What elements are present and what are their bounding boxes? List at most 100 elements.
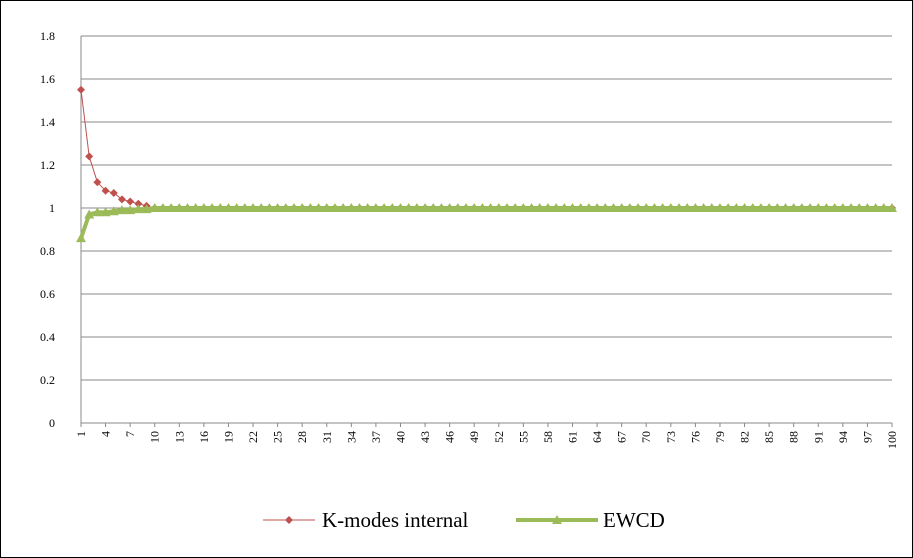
x-tick-label: 79 [713,431,727,443]
x-tick-label: 82 [738,431,752,443]
data-point [469,203,480,212]
x-tick-label: 37 [369,431,383,443]
data-point [485,203,496,212]
data-point [264,203,275,212]
data-point [682,203,693,212]
data-point [829,203,840,212]
x-tick-label: 40 [393,431,407,443]
data-point [796,203,807,212]
data-point [411,203,422,212]
data-point [133,204,144,214]
data-point [198,203,209,212]
data-point [420,203,431,212]
data-point [256,203,267,212]
data-point [870,203,881,212]
data-point [788,203,799,212]
data-point [510,203,521,212]
data-point [878,203,889,212]
x-tick-label: 43 [418,431,432,443]
y-tick-label: 1.2 [40,158,55,172]
data-point [77,85,85,94]
data-point [551,203,562,212]
data-point [125,205,136,215]
data-point [714,203,725,212]
data-point [477,203,488,212]
data-point [575,203,586,212]
data-point [126,197,135,206]
series-line [80,89,892,209]
y-tick-label: 0.6 [40,287,55,301]
data-point [674,203,685,212]
data-point [772,203,783,212]
x-tick-label: 4 [99,431,113,437]
data-point [313,203,324,212]
data-point [182,203,193,212]
data-point [649,203,660,212]
plot-area [76,85,897,243]
y-tick-label: 0.2 [40,373,55,387]
data-point [395,203,406,212]
data-point [780,203,791,212]
data-point [616,203,627,212]
data-point [379,203,390,212]
data-point [321,203,332,212]
x-tick-label: 88 [787,431,801,443]
data-point [452,203,463,212]
data-point [166,203,177,212]
data-point [288,203,299,212]
data-point [518,203,529,212]
x-tick-label: 55 [516,431,530,443]
data-point [706,203,717,212]
legend: K-modes internal EWCD [263,508,665,532]
data-point [657,203,668,212]
x-tick-label: 52 [492,431,506,443]
data-point [280,203,291,212]
data-point [862,203,873,212]
legend-marker [552,515,562,524]
x-tick-label: 31 [320,431,334,443]
data-point [747,203,758,212]
data-point [846,203,857,212]
data-point [887,203,897,212]
x-tick-label: 28 [295,431,309,443]
gridlines [80,35,892,424]
data-point [354,203,365,212]
data-point [444,203,455,212]
x-tick-label: 100 [885,431,899,449]
x-tick-label: 94 [836,431,850,443]
data-point [223,203,234,212]
data-point [207,203,218,212]
x-tick-label: 7 [123,431,137,437]
data-point [731,203,742,212]
series-k-modes-internal [77,85,896,212]
data-point [608,203,619,212]
x-tick-label: 73 [664,431,678,443]
x-tick-label: 19 [221,431,235,443]
data-point [493,203,504,212]
data-point [854,203,865,212]
data-point [149,203,160,212]
legend-item: EWCD [516,508,665,532]
data-point [461,203,472,212]
x-tick-label: 97 [860,431,874,443]
y-tick-label: 1.6 [40,72,55,86]
data-point [739,203,750,212]
data-point [134,199,143,208]
x-tick-label: 58 [541,431,555,443]
data-point [436,203,447,212]
y-tick-label: 1 [49,201,55,215]
y-tick-label: 1.4 [40,115,55,129]
data-point [141,204,152,214]
data-point [76,233,86,243]
legend-item: K-modes internal [263,508,469,532]
data-point [428,203,439,212]
x-tick-label: 64 [590,431,604,443]
x-tick-label: 70 [639,431,653,443]
data-point [215,203,226,212]
x-tick-label: 13 [172,431,186,443]
data-point [624,203,635,212]
x-tick-label: 25 [271,431,285,443]
x-tick-label: 61 [566,431,580,443]
data-point [526,203,537,212]
